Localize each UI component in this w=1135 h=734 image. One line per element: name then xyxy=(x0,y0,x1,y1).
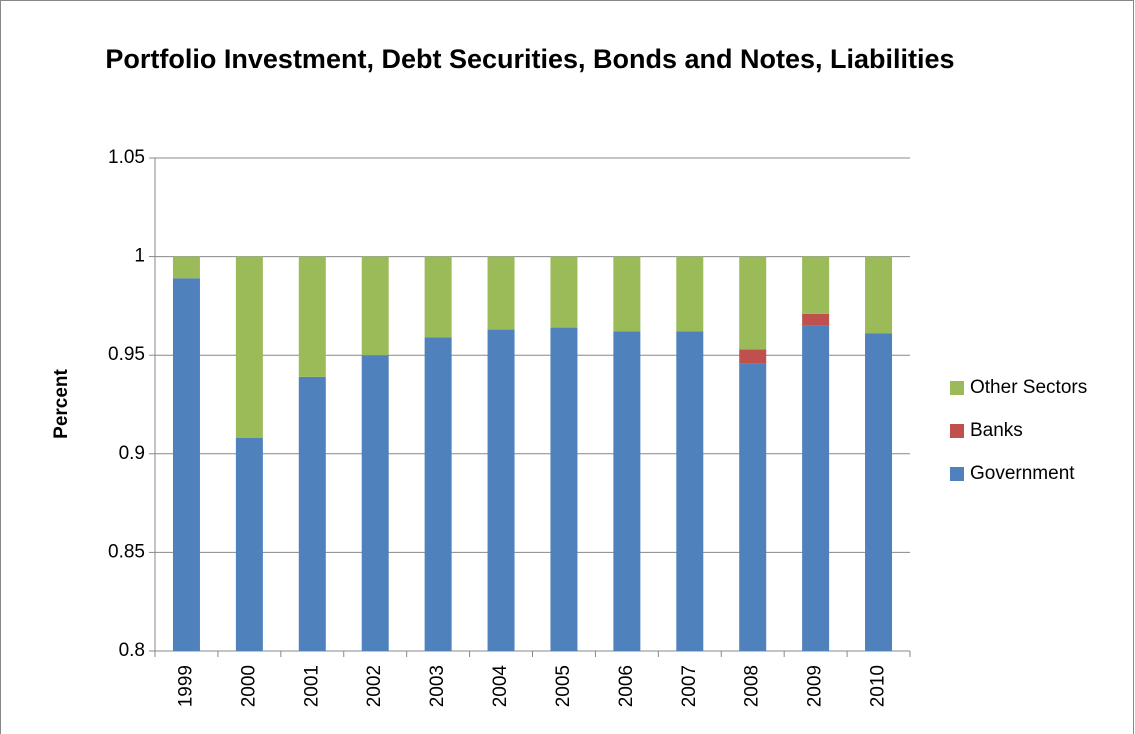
bar-segment xyxy=(424,337,452,651)
x-tick-label: 2009 xyxy=(805,665,826,707)
x-tick-label: 2007 xyxy=(679,665,700,707)
y-tick-label: 0.85 xyxy=(108,541,145,562)
x-tick-label: 2001 xyxy=(301,665,322,707)
y-tick-label: 0.9 xyxy=(119,443,145,464)
x-tick-label: 1999 xyxy=(175,665,196,707)
bar-segment xyxy=(865,256,893,334)
legend-label: Other Sectors xyxy=(970,377,1087,398)
legend-swatch xyxy=(950,381,964,395)
bar-segment xyxy=(361,355,389,651)
bar-segment xyxy=(487,256,515,330)
y-axis-label: Percent xyxy=(51,368,72,438)
bar-segment xyxy=(424,256,452,338)
bar-segment xyxy=(550,256,578,328)
bar-segment xyxy=(172,278,200,651)
bar-segment xyxy=(802,256,830,314)
bar-segment xyxy=(361,256,389,356)
y-tick-label: 0.95 xyxy=(108,344,145,365)
x-tick-label: 2004 xyxy=(490,665,511,708)
bar-segment xyxy=(613,256,641,332)
legend-swatch xyxy=(950,467,964,481)
legend-label: Government xyxy=(970,463,1075,484)
y-tick-label: 1 xyxy=(134,246,145,267)
bar-segment xyxy=(865,333,893,651)
bar-segment xyxy=(739,349,767,364)
bar-segment xyxy=(550,327,578,651)
legend-label: Banks xyxy=(970,420,1023,441)
chart-title: Portfolio Investment, Debt Securities, B… xyxy=(105,44,955,74)
x-tick-label: 2005 xyxy=(553,665,574,707)
bar-segment xyxy=(298,376,326,651)
bar-segment xyxy=(802,325,830,651)
x-tick-label: 2008 xyxy=(742,665,763,707)
x-tick-label: 2000 xyxy=(238,665,259,707)
bar-segment xyxy=(676,256,704,332)
y-tick-label: 0.8 xyxy=(119,640,145,661)
bar-segment xyxy=(613,331,641,651)
bar-segment xyxy=(172,256,200,279)
bar-segment xyxy=(802,313,830,326)
x-tick-label: 2010 xyxy=(868,665,889,707)
bar-segment xyxy=(235,256,263,439)
bar-segment xyxy=(739,256,767,350)
bar-segment xyxy=(739,363,767,651)
bar-segment xyxy=(487,329,515,651)
bar-segment xyxy=(235,438,263,651)
bar-segment xyxy=(298,256,326,377)
legend-swatch xyxy=(950,424,964,438)
y-tick-label: 1.05 xyxy=(108,147,145,168)
x-tick-label: 2003 xyxy=(427,665,448,707)
x-tick-label: 2006 xyxy=(616,665,637,707)
x-tick-label: 2002 xyxy=(364,665,385,707)
bar-segment xyxy=(676,331,704,651)
